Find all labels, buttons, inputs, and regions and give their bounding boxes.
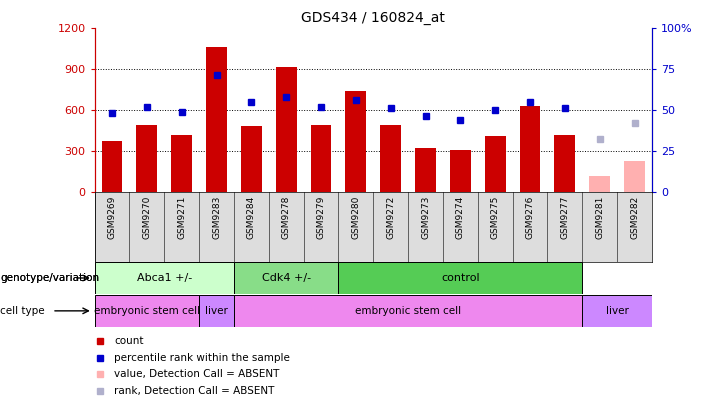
Bar: [275, 67, 297, 192]
Bar: [199, 295, 234, 327]
Bar: [137, 125, 157, 192]
Text: GSM9269: GSM9269: [107, 196, 116, 239]
Text: GSM9279: GSM9279: [317, 196, 325, 239]
Bar: [339, 262, 583, 294]
Text: GSM9272: GSM9272: [386, 196, 395, 239]
Bar: [415, 148, 436, 192]
Text: GSM9271: GSM9271: [177, 196, 186, 239]
Bar: [102, 141, 123, 192]
Bar: [234, 262, 339, 294]
Text: embryonic stem cell: embryonic stem cell: [94, 306, 200, 316]
Text: GSM9284: GSM9284: [247, 196, 256, 239]
Text: GSM9273: GSM9273: [421, 196, 430, 239]
Text: GSM9283: GSM9283: [212, 196, 221, 239]
Text: Abca1 +/-: Abca1 +/-: [137, 273, 192, 283]
Text: liver: liver: [205, 306, 228, 316]
Bar: [590, 176, 610, 192]
Text: percentile rank within the sample: percentile rank within the sample: [114, 352, 290, 363]
Bar: [346, 91, 367, 192]
Text: count: count: [114, 336, 144, 346]
Text: GSM9275: GSM9275: [491, 196, 500, 239]
Bar: [171, 135, 192, 192]
Bar: [95, 295, 199, 327]
Bar: [554, 135, 576, 192]
Title: GDS434 / 160824_at: GDS434 / 160824_at: [301, 11, 445, 25]
Text: GSM9270: GSM9270: [142, 196, 151, 239]
Bar: [624, 160, 645, 192]
Text: GSM9281: GSM9281: [595, 196, 604, 239]
Bar: [450, 150, 471, 192]
Text: GSM9277: GSM9277: [560, 196, 569, 239]
Bar: [234, 295, 583, 327]
Text: GSM9282: GSM9282: [630, 196, 639, 239]
Text: Cdk4 +/-: Cdk4 +/-: [261, 273, 311, 283]
Bar: [241, 126, 262, 192]
Text: cell type: cell type: [0, 306, 45, 316]
Bar: [95, 262, 234, 294]
Bar: [519, 106, 540, 192]
Text: value, Detection Call = ABSENT: value, Detection Call = ABSENT: [114, 369, 280, 379]
Bar: [206, 47, 227, 192]
Text: GSM9276: GSM9276: [526, 196, 535, 239]
Text: GSM9274: GSM9274: [456, 196, 465, 239]
Text: GSM9278: GSM9278: [282, 196, 291, 239]
Bar: [380, 125, 401, 192]
Bar: [583, 295, 652, 327]
Text: GSM9280: GSM9280: [351, 196, 360, 239]
Text: embryonic stem cell: embryonic stem cell: [355, 306, 461, 316]
Bar: [311, 125, 332, 192]
Text: rank, Detection Call = ABSENT: rank, Detection Call = ABSENT: [114, 386, 275, 396]
Text: genotype/variation: genotype/variation: [0, 273, 99, 283]
Bar: [485, 136, 505, 192]
Text: liver: liver: [606, 306, 629, 316]
Text: genotype/variation: genotype/variation: [0, 273, 99, 283]
Text: control: control: [441, 273, 479, 283]
